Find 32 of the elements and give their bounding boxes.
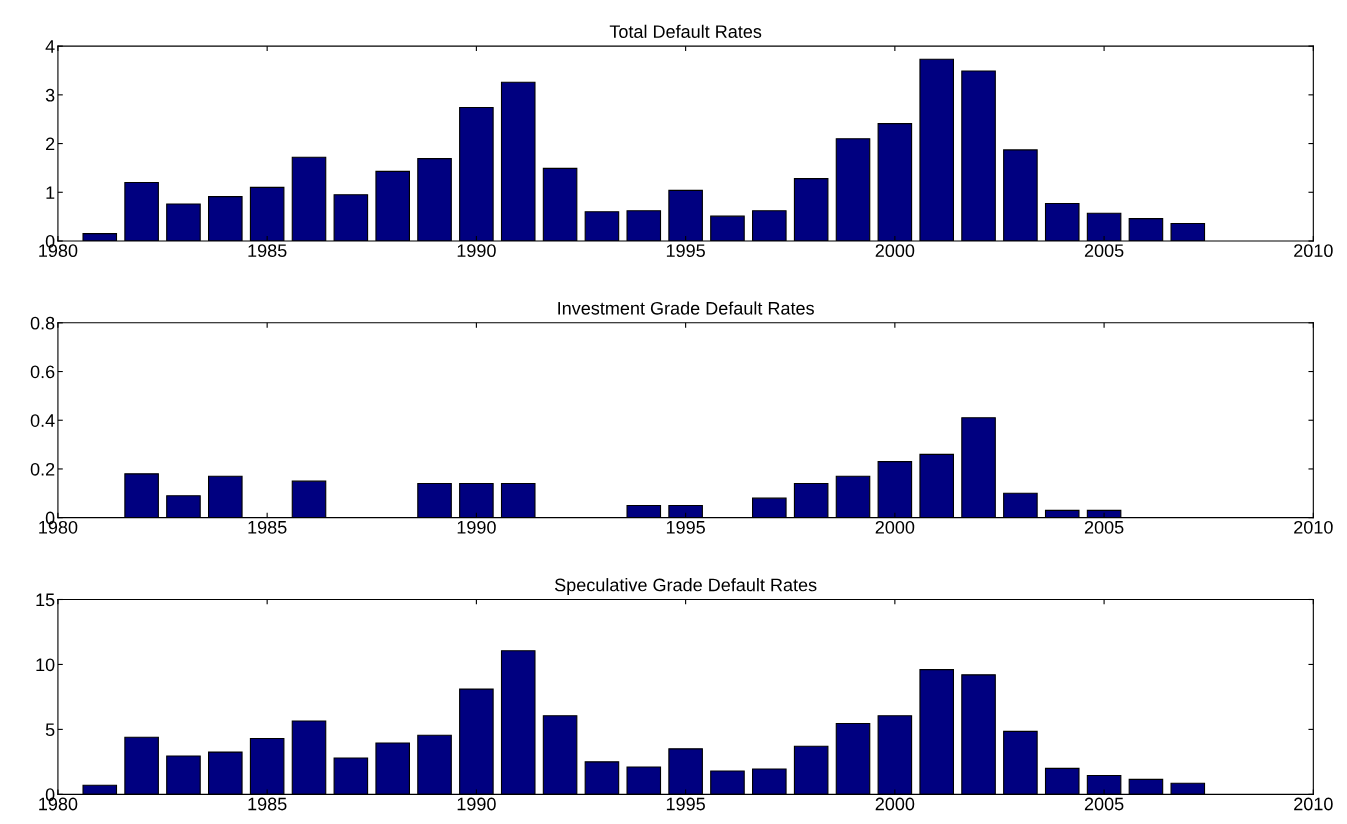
x-tick-label: 2005 [1084, 244, 1124, 258]
x-tick-label: 2000 [875, 520, 915, 534]
y-tick-label: 0.8 [30, 316, 55, 330]
y-tick-label: 10 [36, 658, 55, 672]
chart-title: Total Default Rates [609, 24, 762, 38]
x-tick-label: 1995 [666, 797, 705, 811]
x-tick-label: 2005 [1084, 797, 1124, 811]
chart-title: Speculative Grade Default Rates [554, 578, 817, 595]
x-tick-label: 2000 [875, 244, 915, 258]
y-tick-label: 3 [45, 88, 55, 102]
x-tick-label: 1990 [457, 797, 496, 811]
y-tick-label: 1 [46, 186, 55, 199]
y-tick-label: 2 [46, 137, 55, 151]
x-tick-label: 2010 [1294, 520, 1333, 534]
x-tick-label: 2000 [875, 797, 915, 811]
y-tick-label: 0.4 [30, 414, 55, 427]
x-tick-label: 1995 [666, 244, 705, 258]
x-tick-label: 1990 [457, 244, 496, 258]
x-tick-label: 2005 [1084, 520, 1124, 534]
y-tick-label: 0.2 [30, 462, 55, 476]
x-tick-label: 1990 [457, 520, 496, 534]
x-tick-label: 1995 [666, 520, 705, 534]
y-tick-label: 0.6 [30, 365, 55, 379]
y-tick-label: 5 [45, 723, 55, 737]
y-tick-label: 15 [36, 593, 55, 607]
y-tick-label: 4 [45, 40, 55, 53]
x-tick-label: 1985 [248, 520, 287, 534]
x-tick-label: 2010 [1294, 244, 1333, 258]
x-tick-label: 1985 [248, 244, 287, 258]
chart-title: Investment Grade Default Rates [558, 301, 814, 315]
x-tick-label: 1985 [248, 797, 287, 811]
x-tick-label: 2010 [1294, 797, 1333, 811]
